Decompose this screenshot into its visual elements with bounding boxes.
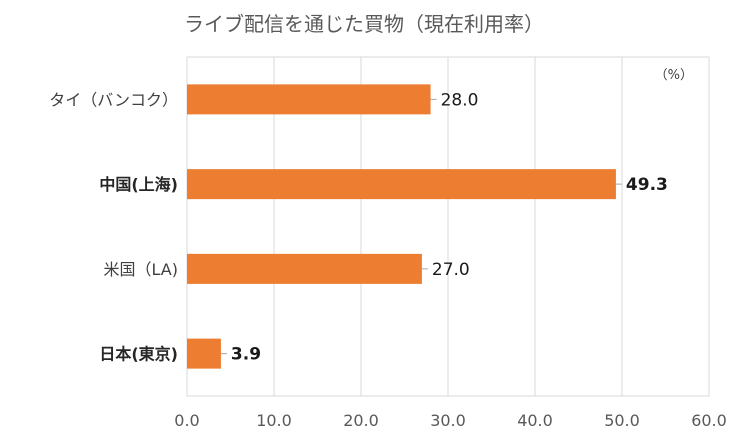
bar bbox=[187, 84, 431, 115]
x-tick-label: 30.0 bbox=[430, 411, 466, 430]
category-label: 米国（LA) bbox=[104, 260, 178, 279]
bar bbox=[187, 253, 422, 284]
category-label: タイ（バンコク） bbox=[49, 90, 178, 109]
category-label: 日本(東京) bbox=[99, 345, 178, 364]
bar bbox=[187, 169, 616, 200]
x-tick-labels: 0.0 10.0 20.0 30.0 40.0 50.0 60.0 bbox=[174, 411, 727, 430]
chart-title: ライブ配信を通じた買物（現在利用率） bbox=[184, 12, 544, 36]
x-tick-label: 0.0 bbox=[174, 411, 199, 430]
category-label: 中国(上海) bbox=[99, 175, 178, 194]
category-labels: タイ（バンコク） 中国(上海) 米国（LA) 日本(東京) bbox=[49, 90, 178, 363]
x-tick-label: 20.0 bbox=[343, 411, 379, 430]
data-label: 3.9 bbox=[231, 345, 261, 365]
x-tick-label: 60.0 bbox=[691, 411, 727, 430]
data-label: 28.0 bbox=[441, 90, 479, 110]
unit-label: （%） bbox=[655, 68, 693, 83]
x-tick-label: 10.0 bbox=[256, 411, 292, 430]
plot-frame bbox=[186, 56, 710, 397]
x-tick-label: 50.0 bbox=[604, 411, 640, 430]
bar bbox=[187, 338, 221, 369]
value-labels: 28.0 49.3 27.0 3.9 bbox=[220, 90, 668, 365]
bars bbox=[187, 84, 616, 369]
data-label: 49.3 bbox=[626, 175, 668, 195]
data-label: 27.0 bbox=[432, 260, 470, 280]
x-tick-label: 40.0 bbox=[517, 411, 553, 430]
